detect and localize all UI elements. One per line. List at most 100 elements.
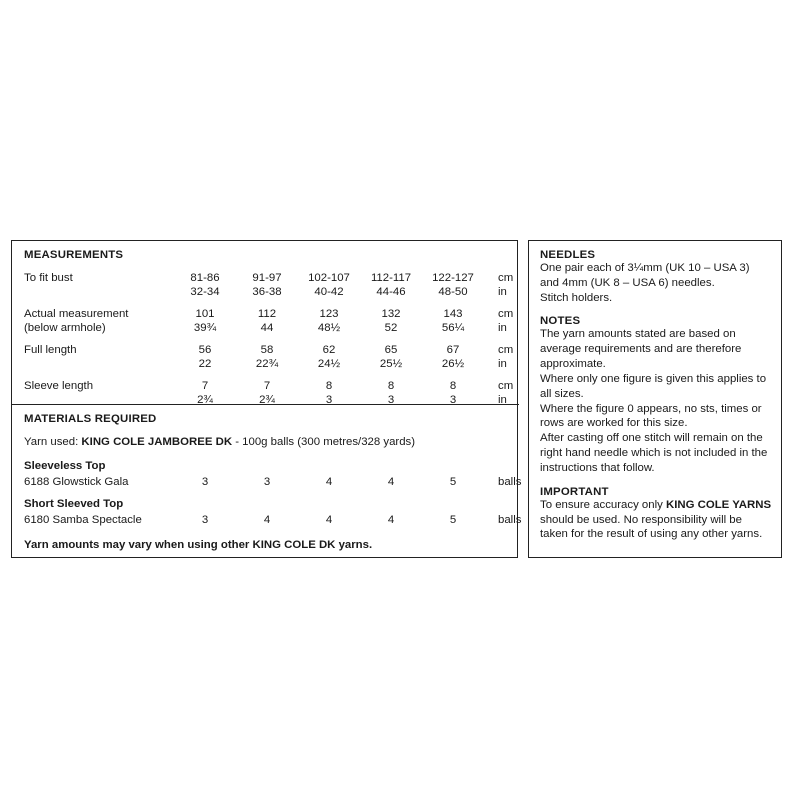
right-panel: NEEDLES One pair each of 3¼mm (UK 10 – U…	[528, 240, 782, 558]
notes-heading: NOTES	[540, 315, 581, 328]
important-section: IMPORTANT To ensure accuracy only KING C…	[540, 486, 772, 542]
size-cell: 48½	[317, 322, 341, 335]
size-cell: 65	[384, 343, 398, 356]
size-cell: 58	[260, 343, 274, 356]
ball-count: 5	[449, 476, 457, 489]
size-cell: 8	[387, 379, 395, 392]
size-cell: 25½	[379, 358, 403, 371]
table-row: 2¾ 2¾ 3 3 3 in	[24, 393, 548, 407]
size-cell: 112	[257, 307, 277, 320]
row-gap	[24, 490, 548, 497]
yarn-brand: KING COLE JAMBOREE DK	[81, 435, 233, 448]
materials-section: MATERIALS REQUIRED Yarn used: KING COLE …	[24, 413, 521, 551]
unit-cell: cm	[498, 343, 514, 356]
size-cell: 22	[198, 358, 212, 371]
table-row: Full length 56 58 62 65 67 cm	[24, 343, 548, 357]
unit-cell: in	[498, 394, 507, 407]
table-row: 6188 Glowstick Gala 3 3 4 4 5 balls	[24, 475, 548, 490]
needles-heading: NEEDLES	[540, 249, 596, 261]
size-cell: 3	[449, 394, 457, 407]
measurements-section: MEASUREMENTS To fit bust 81-86 91-97 102…	[24, 249, 513, 408]
table-row: 6180 Samba Spectacle 3 4 4 4 5 balls	[24, 513, 548, 528]
important-brand: KING COLE YARNS	[666, 498, 772, 511]
unit-cell: in	[498, 286, 507, 299]
ball-count: 3	[263, 476, 271, 489]
left-panel: MEASUREMENTS To fit bust 81-86 91-97 102…	[11, 240, 521, 558]
table-row: Actual measurement (below armhole) 101 1…	[24, 307, 548, 334]
size-cell: 56¼	[441, 322, 465, 335]
unit-cell: cm	[498, 307, 514, 320]
size-cell: 44	[260, 322, 274, 335]
table-row: 39¾ 44 48½ 52 56¼ in	[24, 321, 548, 335]
size-cell: 39¾	[193, 322, 217, 335]
needles-line: and 4mm (UK 8 – USA 6) needles.	[540, 276, 715, 289]
row-label: To fit bust	[24, 271, 73, 284]
ball-count: 5	[449, 513, 457, 526]
unit-cell: cm	[498, 379, 514, 392]
size-cell: 102-107	[308, 271, 350, 284]
unit-cell: cm	[498, 271, 514, 284]
row-label: Actual measurement (below armhole)	[24, 307, 129, 335]
row-label-spacer	[24, 357, 174, 371]
size-cell: 67	[446, 343, 460, 356]
important-suffix: should be used. No responsibility will b…	[540, 513, 763, 541]
size-cell: 26½	[441, 358, 465, 371]
unit-cell: balls	[498, 513, 522, 526]
ball-count: 4	[325, 476, 333, 489]
ball-count: 3	[201, 513, 209, 526]
ball-count: 4	[325, 513, 333, 526]
size-cell: 44-46	[376, 286, 406, 299]
important-text: To ensure accuracy only KING COLE YARNS …	[540, 498, 772, 542]
ball-count: 3	[201, 476, 209, 489]
table-row: Sleeve length 7 7 8 8 8 cm	[24, 379, 548, 393]
notes-section: NOTES The yarn amounts stated are based …	[540, 315, 772, 475]
size-cell: 2¾	[259, 394, 275, 407]
size-cell: 52	[384, 322, 398, 335]
unit-cell: in	[498, 322, 507, 335]
notes-line: Where the figure 0 appears, no sts, time…	[540, 402, 762, 430]
size-cell: 3	[387, 394, 395, 407]
materials-table: Sleeveless Top 6188 Glowstick Gala 3 3 4…	[24, 459, 548, 527]
measurements-heading: MEASUREMENTS	[24, 249, 124, 261]
needles-line: One pair each of 3¼mm (UK 10 – USA 3)	[540, 262, 750, 274]
needles-section: NEEDLES One pair each of 3¼mm (UK 10 – U…	[540, 249, 772, 305]
size-cell: 62	[322, 343, 336, 356]
garment-name-row: Short Sleeved Top	[24, 497, 548, 513]
yarn-used-suffix: - 100g balls (300 metres/328 yards)	[232, 435, 416, 448]
size-cell: 3	[325, 394, 333, 407]
size-cell: 22¾	[255, 358, 279, 371]
row-gap	[24, 336, 548, 343]
size-cell: 36-38	[252, 286, 282, 299]
row-label: Full length	[24, 343, 77, 356]
needles-line: Stitch holders.	[540, 291, 613, 304]
unit-cell: balls	[498, 476, 522, 489]
materials-heading: MATERIALS REQUIRED	[24, 413, 157, 425]
row-label-spacer	[24, 393, 174, 407]
important-heading: IMPORTANT	[540, 485, 609, 498]
size-cell: 8	[325, 379, 333, 392]
size-cell: 48-50	[438, 286, 468, 299]
size-cell: 56	[198, 343, 212, 356]
size-cell: 32-34	[190, 286, 220, 299]
size-cell: 40-42	[314, 286, 344, 299]
row-label: Sleeve length	[24, 379, 94, 392]
size-cell: 7	[263, 379, 271, 392]
size-cell: 24½	[317, 358, 341, 371]
size-cell: 8	[449, 379, 457, 392]
row-gap	[24, 300, 548, 307]
section-divider	[12, 404, 519, 405]
unit-cell: in	[498, 358, 507, 371]
garment-name-row: Sleeveless Top	[24, 459, 548, 475]
table-row: 32-34 36-38 40-42 44-46 48-50 in	[24, 285, 548, 299]
size-cell: 132	[381, 307, 401, 320]
ball-count: 4	[387, 476, 395, 489]
pattern-spec-sheet: MEASUREMENTS To fit bust 81-86 91-97 102…	[11, 240, 782, 558]
size-cell: 2¾	[197, 394, 213, 407]
size-cell: 112-117	[370, 271, 412, 284]
shade-name: 6180 Samba Spectacle	[24, 513, 142, 526]
row-label-spacer	[24, 285, 174, 299]
size-cell: 81-86	[190, 271, 220, 284]
notes-line: The yarn amounts stated are based on ave…	[540, 328, 742, 371]
table-row: 22 22¾ 24½ 25½ 26½ in	[24, 357, 548, 371]
important-prefix: To ensure accuracy only	[540, 498, 666, 511]
